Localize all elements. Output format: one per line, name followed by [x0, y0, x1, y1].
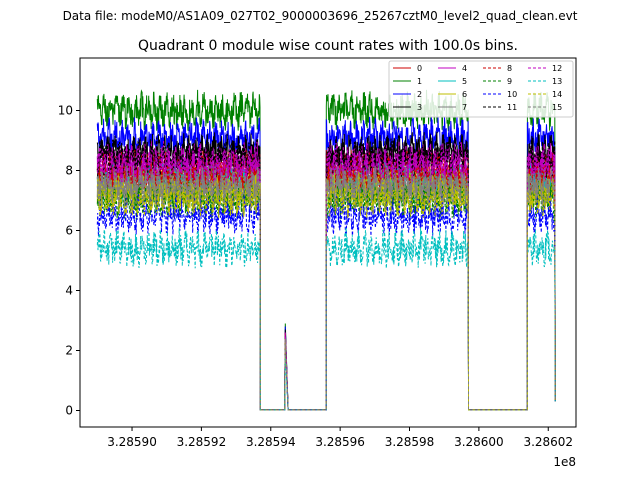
x-tick-label: 3.28594 [246, 435, 296, 449]
plot-area [96, 89, 556, 411]
x-tick-label: 3.28598 [385, 435, 435, 449]
legend-label-13: 13 [552, 77, 562, 86]
legend-box [388, 60, 574, 118]
series-line-12 [96, 146, 556, 411]
legend-label-0: 0 [417, 64, 422, 73]
legend-label-1: 1 [417, 77, 422, 86]
legend-label-5: 5 [462, 77, 467, 86]
legend-label-15: 15 [552, 103, 562, 112]
legend-label-14: 14 [552, 90, 562, 99]
legend-label-9: 9 [507, 77, 512, 86]
x-tick-label: 3.28596 [315, 435, 365, 449]
legend-label-4: 4 [462, 64, 467, 73]
x-tick-label: 3.28602 [523, 435, 573, 449]
y-tick-label: 8 [65, 164, 73, 178]
y-tick-label: 6 [65, 224, 73, 238]
x-tick-label: 3.28592 [177, 435, 227, 449]
y-tick-label: 0 [65, 404, 73, 418]
legend-label-6: 6 [462, 90, 467, 99]
y-tick-label: 10 [58, 104, 73, 118]
x-offset-label: 1e8 [553, 455, 576, 469]
series-line-13 [96, 227, 556, 411]
x-tick-label: 3.28600 [454, 435, 504, 449]
y-tick-label: 2 [65, 344, 73, 358]
series-line-10 [96, 194, 556, 411]
legend-label-8: 8 [507, 64, 512, 73]
legend-label-7: 7 [462, 103, 467, 112]
y-tick-label: 4 [65, 284, 73, 298]
suptitle: Data file: modeM0/AS1A09_027T02_90000036… [63, 9, 578, 23]
y-axis: 0 2 4 6 8 10 [58, 104, 80, 418]
legend-label-12: 12 [552, 64, 562, 73]
x-tick-label: 3.28590 [107, 435, 157, 449]
legend-label-11: 11 [507, 103, 517, 112]
series-line-15 [96, 163, 556, 411]
plot-frame [79, 57, 577, 428]
legend-label-3: 3 [417, 103, 422, 112]
chart-title: Quadrant 0 module wise count rates with … [138, 38, 518, 54]
legend-label-10: 10 [507, 90, 517, 99]
legend-label-2: 2 [417, 90, 422, 99]
x-axis: 3.28590 3.28592 3.28594 3.28596 3.28598 3.286… [107, 427, 573, 449]
